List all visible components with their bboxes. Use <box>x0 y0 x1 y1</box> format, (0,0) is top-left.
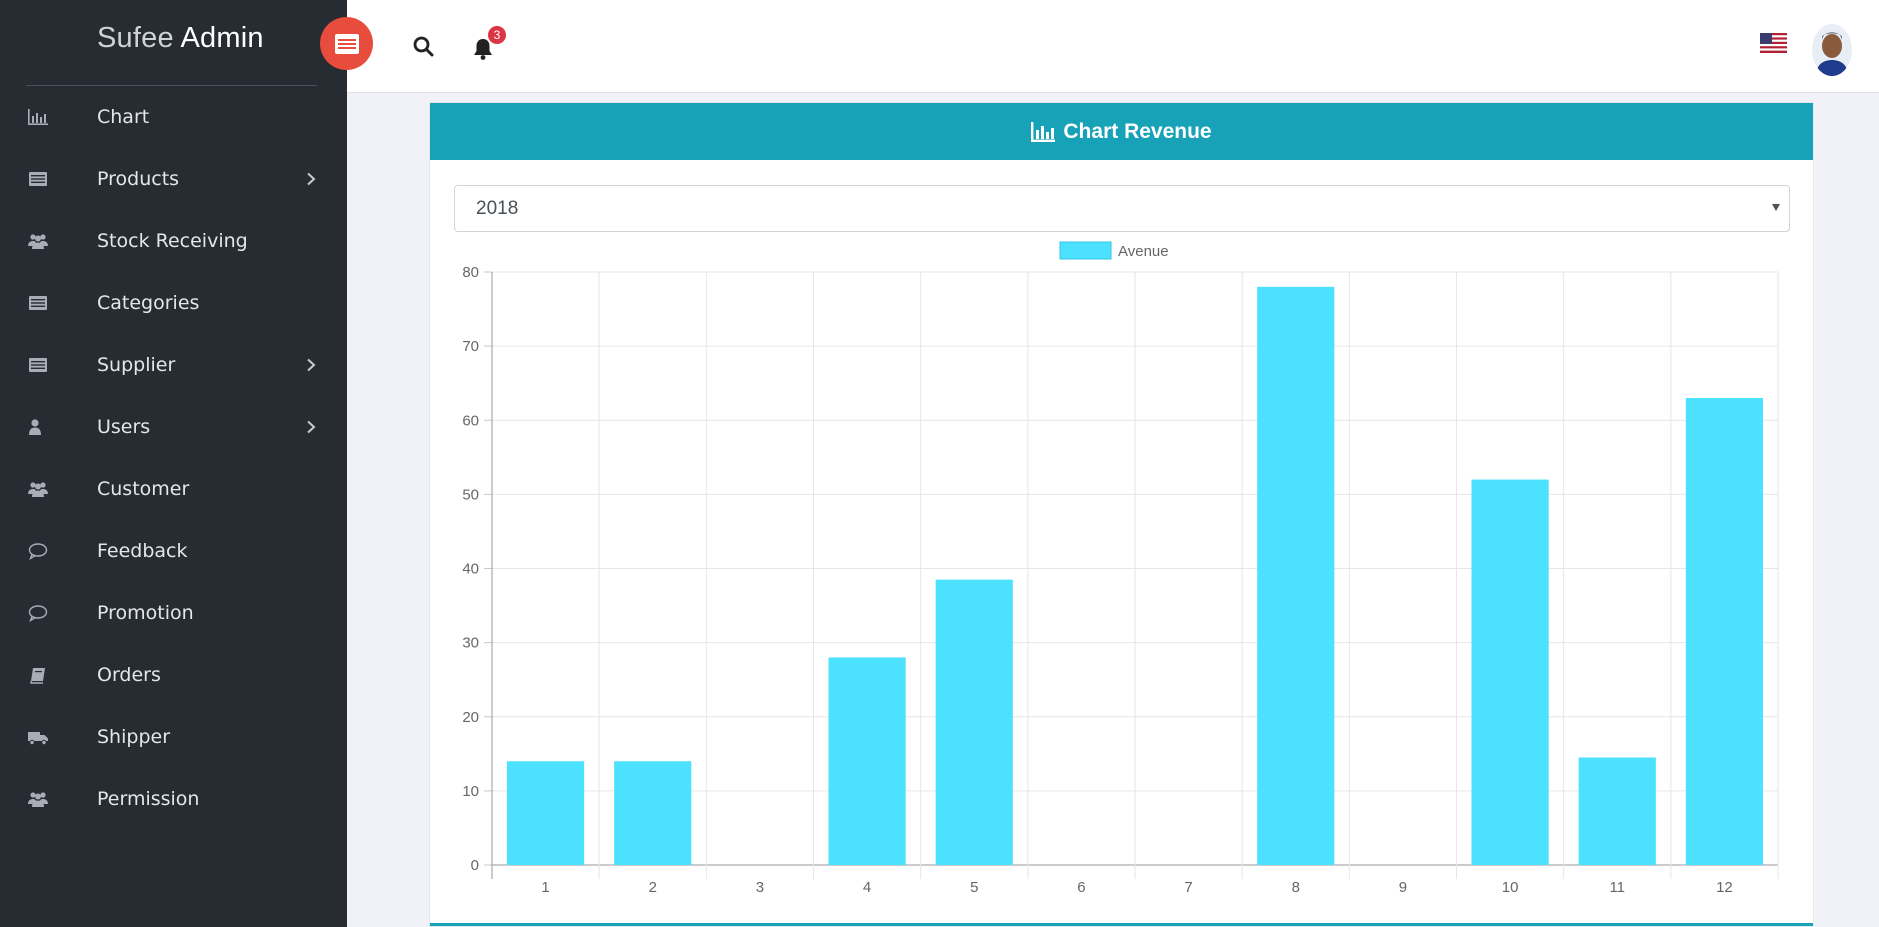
sidebar-item-shipper[interactable]: Shipper <box>0 706 347 768</box>
user-icon <box>27 418 49 436</box>
sidebar-item-supplier[interactable]: Supplier <box>0 334 347 396</box>
user-avatar[interactable] <box>1812 24 1852 76</box>
x-tick-label: 3 <box>756 879 764 896</box>
year-select[interactable]: 2018 <box>454 185 1790 232</box>
sidebar-item-label: Chart <box>97 106 150 128</box>
sidebar-item-promotion[interactable]: Promotion <box>0 582 347 644</box>
avatar-image <box>1812 24 1852 76</box>
sidebar-item-permission[interactable]: Permission <box>0 768 347 830</box>
sidebar-item-label: Promotion <box>97 602 194 624</box>
search-icon <box>413 36 434 57</box>
y-tick-label: 50 <box>462 486 479 503</box>
x-tick-label: 6 <box>1077 879 1085 896</box>
chart-bar <box>614 761 692 865</box>
notification-count-badge: 3 <box>488 26 506 44</box>
x-tick-label: 5 <box>970 879 978 896</box>
comment-icon <box>27 542 49 560</box>
top-header <box>347 0 1879 93</box>
chevron-right-icon <box>305 172 317 186</box>
menu-toggle-button[interactable] <box>320 17 373 70</box>
brand-logo[interactable]: Sufee Admin <box>97 22 264 55</box>
x-tick-label: 4 <box>863 879 871 896</box>
sidebar-item-stock-receiving[interactable]: Stock Receiving <box>0 210 347 272</box>
sidebar-item-label: Products <box>97 168 180 190</box>
x-tick-label: 8 <box>1292 879 1300 896</box>
sidebar-nav: Chart Products Stock Receiving Categories Su… <box>0 86 347 830</box>
menu-toggle-icon <box>334 33 359 54</box>
sidebar-item-categories[interactable]: Categories <box>0 272 347 334</box>
sidebar-item-label: Stock Receiving <box>97 230 248 252</box>
y-tick-label: 0 <box>471 857 479 874</box>
x-tick-label: 7 <box>1184 879 1192 896</box>
chart-bar <box>1257 286 1335 865</box>
chart-bar <box>935 579 1013 865</box>
x-tick-label: 2 <box>649 879 657 896</box>
sidebar: Sufee Admin Chart Products Stock Receiving… <box>0 0 347 927</box>
bell-icon <box>474 39 492 60</box>
users-icon <box>27 480 49 498</box>
card-header: Chart Revenue <box>430 103 1813 160</box>
chevron-right-icon <box>305 420 317 434</box>
notification-button[interactable] <box>470 36 496 62</box>
bar-chart-icon <box>27 108 49 126</box>
sidebar-item-label: Orders <box>97 664 161 686</box>
card-title: Chart Revenue <box>1063 119 1212 143</box>
year-select-value: 2018 <box>476 197 519 219</box>
sidebar-item-feedback[interactable]: Feedback <box>0 520 347 582</box>
bar-chart-icon <box>1031 121 1056 142</box>
sidebar-item-orders[interactable]: Orders <box>0 644 347 706</box>
x-tick-label: 12 <box>1716 879 1733 896</box>
sidebar-item-chart[interactable]: Chart <box>0 86 347 148</box>
us-flag-icon <box>1760 33 1787 53</box>
chart-bar <box>1578 757 1656 865</box>
x-tick-label: 9 <box>1399 879 1407 896</box>
sidebar-item-label: Feedback <box>97 540 188 562</box>
y-tick-label: 10 <box>462 783 479 800</box>
y-tick-label: 40 <box>462 561 479 578</box>
list-icon <box>27 294 49 312</box>
users-icon <box>27 790 49 808</box>
chevron-right-icon <box>305 358 317 372</box>
y-tick-label: 20 <box>462 709 479 726</box>
chart-bar <box>507 761 585 865</box>
comment-icon <box>27 604 49 622</box>
brand-divider <box>26 85 317 86</box>
chart-bar <box>828 657 906 865</box>
x-tick-label: 1 <box>541 879 549 896</box>
search-button[interactable] <box>412 35 436 59</box>
sidebar-item-label: Customer <box>97 478 190 500</box>
y-tick-label: 80 <box>462 264 479 281</box>
list-icon <box>27 356 49 374</box>
sidebar-item-label: Users <box>97 416 151 438</box>
sidebar-item-label: Supplier <box>97 354 176 376</box>
list-icon <box>27 170 49 188</box>
y-tick-label: 60 <box>462 412 479 429</box>
sidebar-item-label: Categories <box>97 292 200 314</box>
language-selector[interactable] <box>1760 33 1787 53</box>
x-tick-label: 11 <box>1609 879 1625 896</box>
sidebar-item-products[interactable]: Products <box>0 148 347 210</box>
sidebar-item-users[interactable]: Users <box>0 396 347 458</box>
legend-swatch <box>1059 241 1112 260</box>
legend-label: Avenue <box>1118 243 1169 260</box>
chart-bar <box>1471 479 1549 865</box>
brand-light-text: Sufee <box>97 22 174 54</box>
y-tick-label: 70 <box>462 338 479 355</box>
chevron-down-icon <box>1772 204 1780 211</box>
sidebar-item-label: Shipper <box>97 726 171 748</box>
card-bottom-border <box>430 923 1813 926</box>
chart-bar <box>1685 398 1763 865</box>
book-icon <box>27 666 49 684</box>
x-tick-label: 10 <box>1502 879 1519 896</box>
sidebar-item-customer[interactable]: Customer <box>0 458 347 520</box>
sidebar-item-label: Permission <box>97 788 200 810</box>
truck-icon <box>27 728 49 746</box>
y-tick-label: 30 <box>462 635 479 652</box>
brand-bold-text: Admin <box>180 22 264 54</box>
users-icon <box>27 232 49 250</box>
